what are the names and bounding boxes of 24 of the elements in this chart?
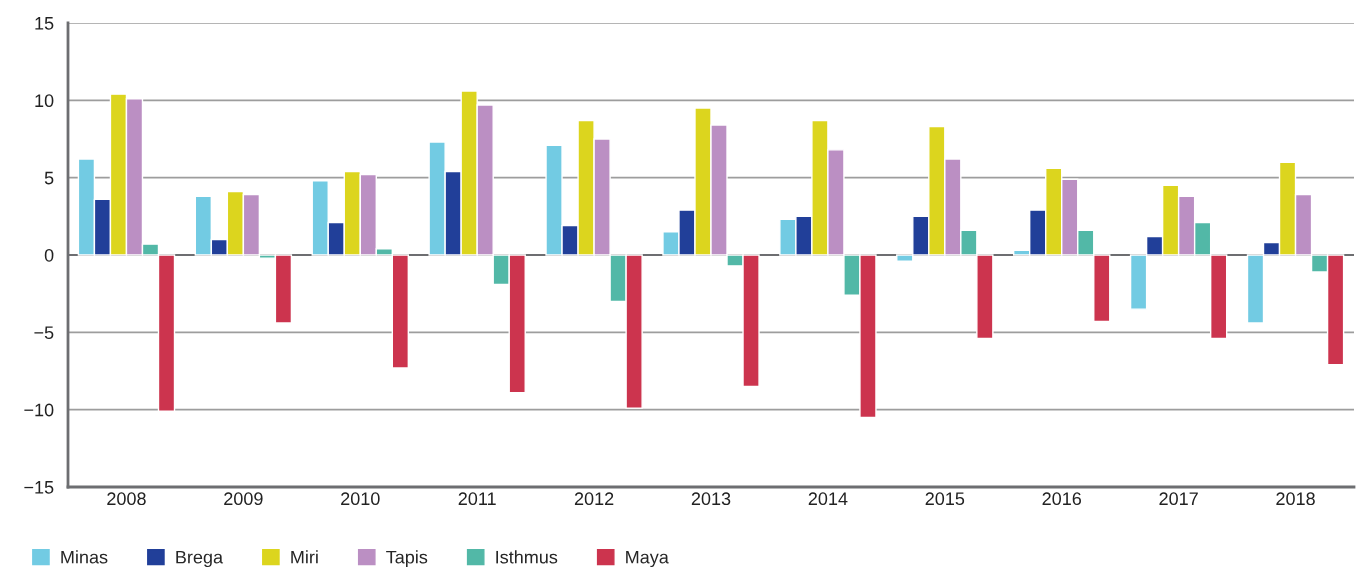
legend-label: Brega [176, 550, 224, 568]
y-tick-label: 0 [44, 248, 54, 262]
x-tick-label: 2017 [1159, 492, 1198, 506]
legend-label: Maya [626, 550, 669, 568]
legend-label: Isthmus [496, 550, 558, 564]
x-tick-label: 2008 [107, 492, 146, 506]
y-tick-label: 10 [35, 94, 54, 108]
legend-label: Miri [291, 550, 318, 564]
x-tick-label: 2009 [224, 492, 263, 506]
x-tick-label: 2016 [1042, 492, 1082, 506]
x-tick-label: 2012 [574, 492, 614, 506]
legend-label: Minas [61, 550, 108, 564]
y-tick-label: −15 [24, 481, 54, 494]
legend-label: Tapis [386, 550, 428, 568]
x-tick-label: 2015 [925, 492, 965, 506]
x-tick-label: 2018 [1276, 492, 1315, 506]
y-tick-label: 5 [44, 171, 54, 185]
x-tick-label: 2011 [458, 492, 496, 506]
x-tick-label: 2013 [691, 492, 731, 506]
y-tick-label: −10 [24, 403, 54, 417]
x-tick-label: 2014 [808, 492, 848, 506]
y-tick-label: 15 [35, 17, 54, 30]
x-tick-label: 2010 [341, 492, 380, 506]
y-tick-label: −5 [34, 326, 54, 340]
